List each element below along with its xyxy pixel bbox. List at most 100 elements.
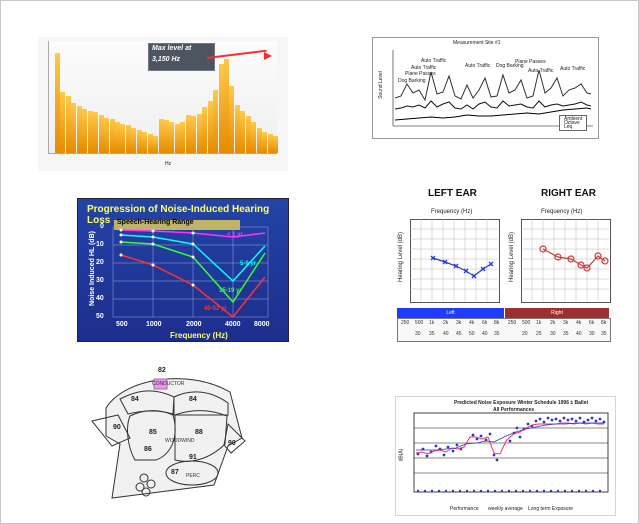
spectrum-bar [109,119,115,153]
right-freq-250: 250 [508,320,517,326]
value-86: 86 [144,446,152,453]
left-ear-line [432,257,492,277]
left-freq-6k: 6k [482,320,488,326]
spectrum-bar [98,115,104,153]
label-15-19: 15-19 yr [219,288,242,294]
stage-svg [91,378,246,499]
tick-x-2000: 2000 [186,321,202,328]
conductor-label: CONDUCTOR [152,381,185,387]
noise-legend-weekly: weekly average [488,506,523,512]
right-freq-2k: 2k [550,320,556,326]
tick-x-4000: 4000 [225,321,241,328]
left-freq-2k: 2k [443,320,449,326]
tick-x-500: 500 [116,321,128,328]
spectrum-bar [234,104,240,153]
spectrum-bar [125,124,131,153]
left-value-2: 35 [429,331,435,337]
long-term-line [416,422,604,451]
value-88: 88 [195,429,203,436]
noise-title: Predicted Noise Exposure Winter Schedule… [454,400,589,406]
right-ear-line [542,248,606,269]
spectrum-bar [213,90,219,153]
measurement-legend-1: Ambient [564,116,583,122]
spectrum-xlabel: Hz [165,161,172,167]
left-ear-title: LEFT EAR [428,188,477,199]
right-freq-4k: 4k [576,320,582,326]
measurement-annotation-4: Plane Passes [405,71,436,77]
spectrum-bar [229,85,235,153]
measurement-panel: Measurement Site #1 Sound Level Auto Tra… [372,37,599,139]
left-freq-8k: 8k [494,320,500,326]
tick-x-1000: 1000 [146,321,162,328]
noise-subtitle: All Performances [493,407,535,413]
label-lt1: < 1 yr [227,232,243,238]
measurement-annotation-3: Dog Barking [398,78,426,84]
left-freq-4k: 4k [469,320,475,326]
max-level-line2: 3,150 Hz [152,56,181,63]
conductor-value: 82 [158,367,166,374]
measurement-annotation-9: Auto Traffic [560,66,586,72]
stage-diagram: 82 CONDUCTOR 84 84 90 85 88 86 90 91 87 … [83,366,247,512]
spectrum-bar [147,134,153,153]
left-value-7: 35 [494,331,500,337]
left-freq-3k: 3k [456,320,462,326]
spectrum-bar [158,119,164,153]
progression-xlabel: Frequency (Hz) [170,331,228,340]
right-value-7: 35 [601,331,607,337]
measurement-chart [392,50,593,127]
left-frequency-label: Frequency (Hz) [431,209,473,215]
spectrum-bar [131,127,137,153]
tick-y-0: 0 [100,223,104,230]
frequency-table [397,318,611,342]
noise-chart [413,412,609,493]
spectrum-bar [164,120,169,153]
measurement-annotation-8: Auto Traffic [528,68,554,74]
right-freq-1k: 1k [536,320,542,326]
spectrum-bar [256,127,262,153]
progression-panel: Progression of Noise-Induced Hearing Los… [77,198,289,342]
tick-x-8000: 8000 [254,321,270,328]
spectrum-bar [218,63,224,153]
value-85: 85 [149,429,157,436]
measurement-annotation-1: Auto Traffic [421,58,447,64]
spectrum-bar [120,123,126,153]
tick-y-40: 40 [96,295,104,302]
value-87: 87 [171,469,179,476]
spectrum-bar [55,53,60,153]
left-freq-250: 250 [401,320,410,326]
spectrum-bar [240,111,246,153]
tick-y-30: 30 [96,277,104,284]
spectrum-bar [82,108,88,153]
left-value-1: 30 [415,331,421,337]
left-84: 84 [131,396,139,403]
tick-y-10: 10 [96,241,104,248]
right-value-4: 35 [563,331,569,337]
spectrum-bar [93,112,99,153]
spectrum-bar [153,136,159,153]
right-level-label: Hearing Level (dB) [509,231,516,283]
spectrum-bar [180,121,186,153]
spectrum-bar [169,121,175,153]
woodwind-label: WOODWIND [165,438,195,444]
measurement-annotation-2: Auto Traffic [411,65,437,71]
measurement-series-high [394,69,592,102]
spectrum-bar [196,114,202,153]
spectrum-bar [65,96,71,153]
max-level-box [148,43,215,71]
audiogram-panel: LEFT EAR RIGHT EAR Frequency (Hz) Freque… [395,186,611,342]
spectrum-bar [223,58,229,153]
left-value-3: 40 [443,331,449,337]
left-freq-500: 500 [415,320,424,326]
progression-chart [112,226,269,319]
right-value-2: 25 [536,331,542,337]
measurement-legend-3: Leq [564,124,573,130]
value-90-left: 90 [113,424,121,431]
spectrum-bar [207,100,213,153]
measurement-annotation-6: Dog Barking [496,63,524,69]
value-91: 91 [189,454,197,461]
spectrum-bar [202,106,208,153]
right-freq-500: 500 [522,320,531,326]
right-frequency-label: Frequency (Hz) [541,209,583,215]
speech-band [114,220,240,230]
right-84: 84 [189,396,197,403]
